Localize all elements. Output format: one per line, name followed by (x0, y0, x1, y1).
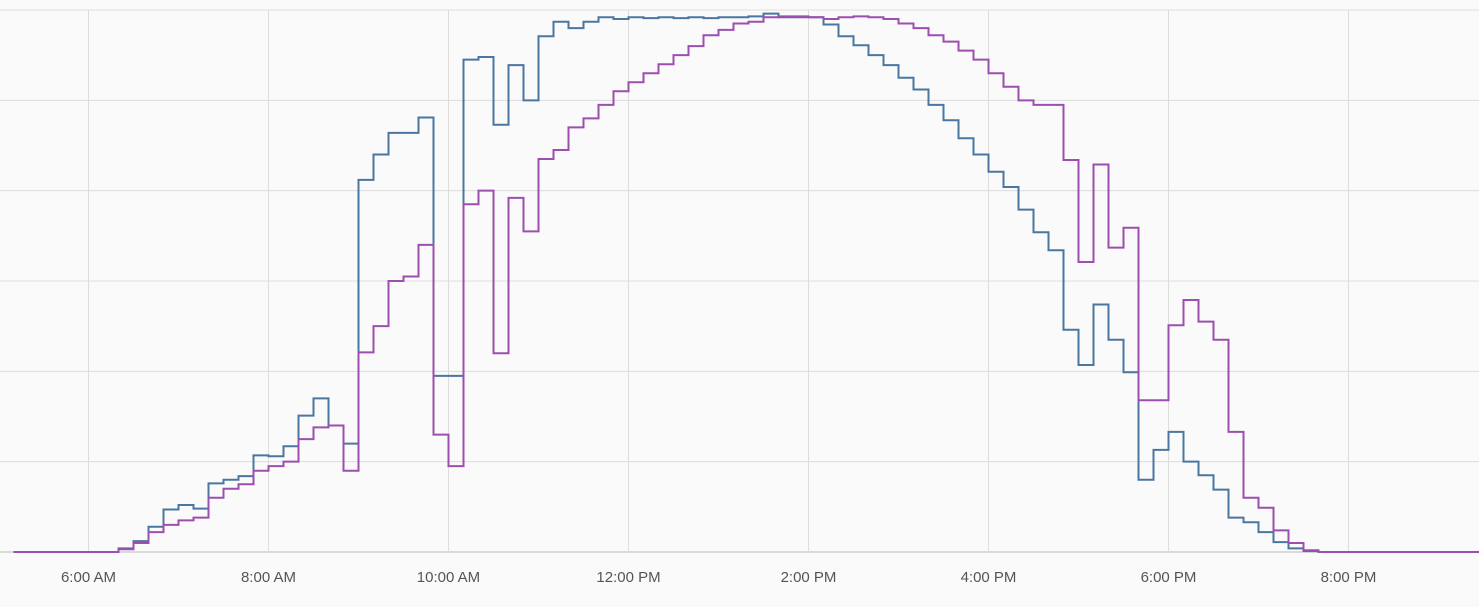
x-tick-label: 8:00 PM (1321, 569, 1377, 586)
x-tick-label: 2:00 PM (781, 569, 837, 586)
x-tick-label: 10:00 AM (417, 569, 480, 586)
x-tick-label: 4:00 PM (961, 569, 1017, 586)
series-line (13, 15, 1479, 553)
x-tick-label: 8:00 AM (241, 569, 296, 586)
series-line (13, 12, 1479, 553)
x-tick-label: 12:00 PM (596, 569, 660, 586)
x-tick-label: 6:00 PM (1141, 569, 1197, 586)
x-tick-label: 6:00 AM (61, 569, 116, 586)
